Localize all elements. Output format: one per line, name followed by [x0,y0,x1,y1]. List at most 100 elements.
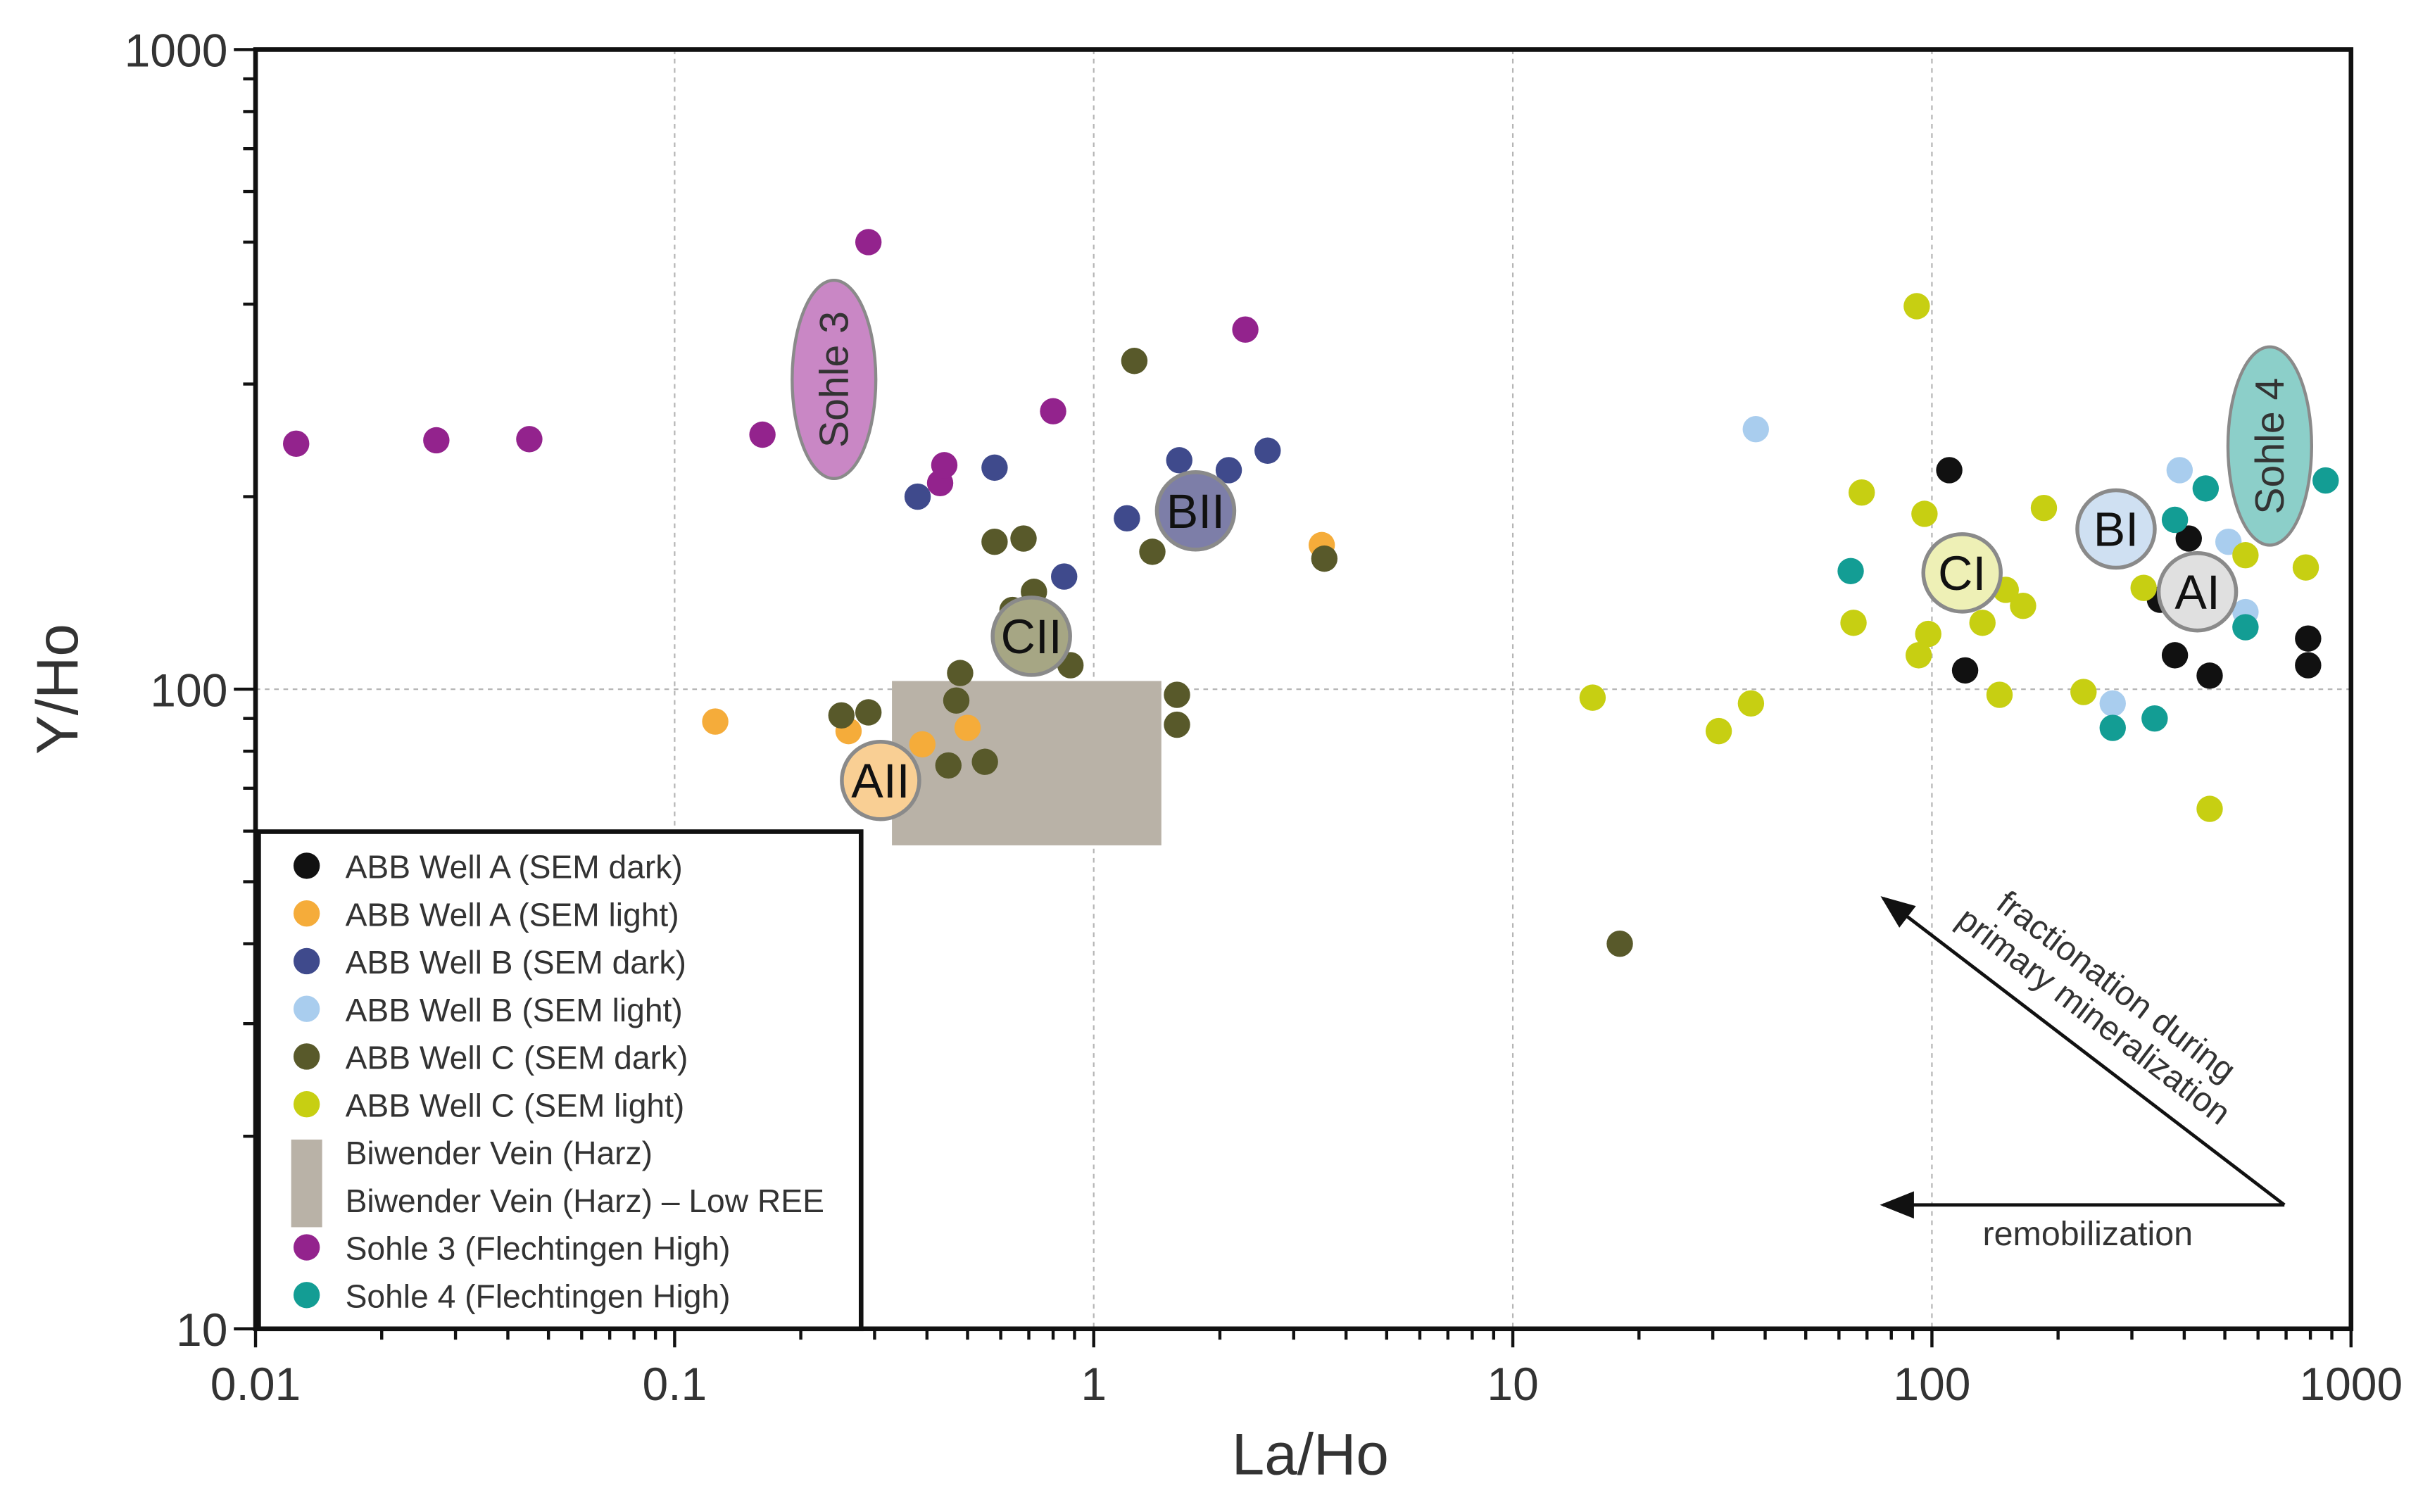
x-tick-label: 10 [1487,1358,1538,1410]
data-point [2130,574,2157,601]
region-sohle-4: Sohle 4 [2226,345,2314,547]
data-point [1215,457,1242,484]
data-point [909,731,936,758]
data-point [947,660,974,686]
data-point [2196,662,2223,689]
data-point [2161,642,2189,669]
data-point [1311,545,1338,572]
x-axis-label: La/Ho [1232,1421,1389,1487]
legend-label: ABB Well B (SEM light) [346,992,683,1028]
data-points [283,229,2339,957]
series-sohle-3-flechtingen-high [283,229,1259,497]
fractionation-arrow [1880,896,2286,1207]
series-abb-well-c-sem-light [1579,293,2319,822]
legend-item-sohle-3-flechtingen-high: Sohle 3 (Flechtingen High) [293,1230,731,1267]
legend-label: ABB Well A (SEM dark) [346,849,683,886]
data-point [931,452,958,479]
legend-label: Sohle 3 (Flechtingen High) [346,1230,731,1267]
region-ellipse [2226,345,2314,547]
data-point [943,687,970,714]
legend-marker [293,1234,320,1261]
group-badge [2156,550,2239,633]
data-point [1905,642,1932,669]
data-point [1164,681,1190,708]
data-point [1903,293,1930,320]
data-point [2161,506,2189,534]
series-abb-well-b-sem-dark [904,437,1281,590]
data-point [981,528,1008,555]
data-point [1849,479,1875,506]
data-point [1986,681,2013,708]
legend-label: Biwender Vein (Harz) – Low REE [346,1183,824,1219]
group-badge [840,739,921,821]
legend-label: ABB Well A (SEM light) [346,896,679,933]
group-aii: AII [840,739,921,821]
data-point [2196,795,2223,822]
biwender-rect-layer [892,681,1162,845]
group-label: AI [2174,566,2220,619]
group-label-layer: AI AII BI BII CI CII [840,470,2239,821]
data-point [1232,316,1259,343]
data-point [1121,348,1148,374]
legend-marker [293,947,320,975]
data-point [283,430,310,458]
data-point [1579,684,1606,711]
data-point [1915,620,1941,648]
legend-marker-rect [291,1139,322,1228]
legend-item-biwender-vein-harz: Biwender Vein (Harz) [291,1135,653,1228]
data-point [2030,494,2058,522]
data-point [2295,652,2322,679]
data-point [1254,437,1281,464]
data-point [1164,711,1190,738]
data-point [2175,525,2202,552]
fractionation-label-line2: primary mineralization [1950,900,2238,1132]
group-cii: CII [990,596,1072,677]
x-tick-label: 100 [1893,1358,1970,1410]
data-point [2295,625,2322,652]
data-point [2166,457,2193,484]
region-label: Sohle 4 [2248,378,2293,515]
biwender-vein-rect [892,681,1162,845]
fractionation-label: fractionation duringprimary mineralizati… [1950,870,2260,1132]
data-point [935,752,962,779]
group-label: BII [1166,485,1225,538]
data-point [971,748,998,775]
data-point [2232,614,2259,641]
series-sohle-4-flechtingen-high [1837,467,2339,741]
legend-marker [293,852,320,879]
data-point [855,699,882,726]
group-bii: BII [1154,470,1237,552]
data-point [1742,415,1769,443]
data-point [954,714,981,741]
data-point [749,421,776,448]
region-label: Sohle 3 [812,311,857,448]
data-point [855,229,882,256]
data-point [2292,554,2319,581]
x-tick-label: 0.1 [643,1358,707,1410]
data-point [423,427,450,454]
legend-label: ABB Well C (SEM light) [346,1087,685,1123]
legend: ABB Well A (SEM dark) ABB Well A (SEM lig… [256,829,864,1332]
data-point [2141,705,2168,732]
data-point [981,454,1008,481]
data-point [1840,610,1867,636]
group-ci: CI [1921,532,2003,614]
legend-marker [293,900,320,927]
x-tick-label: 0.01 [210,1358,301,1410]
legend-item-abb-well-c-sem-dark: ABB Well C (SEM dark) [293,1040,688,1076]
group-label: BI [2094,503,2139,557]
data-point [1969,610,1996,636]
data-point [828,702,855,729]
data-point [1139,538,1166,565]
group-bi: BI [2075,488,2157,570]
x-tick-label: 1000 [2299,1358,2403,1410]
x-tick-label: 1 [1081,1358,1107,1410]
data-point [2070,679,2097,705]
legend-marker [293,1091,320,1118]
legend-item-abb-well-b-sem-light: ABB Well B (SEM light) [293,992,683,1028]
data-point [1051,563,1078,590]
group-ai: AI [2156,550,2239,633]
y-tick-label: 100 [150,664,227,716]
y-tick-label: 1000 [125,25,228,77]
data-point [1166,447,1192,474]
